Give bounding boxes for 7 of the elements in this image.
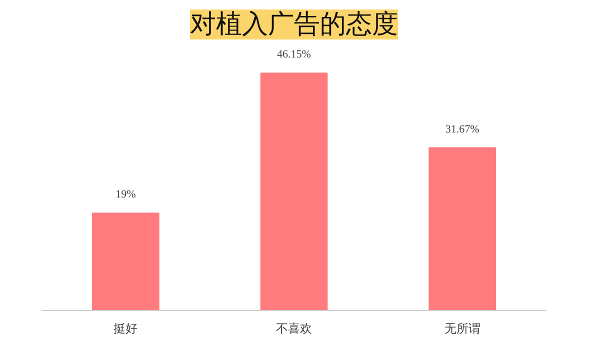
data-label: 19% [116,188,136,201]
chart-title: 对植入广告的态度 [190,10,398,40]
x-tick-label: 无所谓 [444,322,480,336]
data-label: 31.67% [445,123,480,136]
data-label: 46.15% [277,48,311,61]
x-tick-label: 不喜欢 [276,322,312,336]
x-tick-label: 挺好 [114,322,138,336]
